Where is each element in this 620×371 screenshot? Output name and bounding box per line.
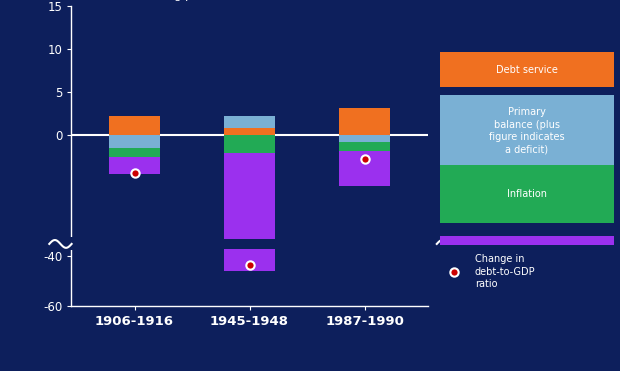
Bar	[224, 150, 275, 154]
Bar	[108, 157, 161, 174]
Bar	[108, 160, 161, 162]
Text: Inflation: Inflation	[507, 189, 547, 199]
Bar	[108, 151, 161, 156]
Bar	[224, 153, 275, 371]
Bar	[108, 135, 161, 148]
Text: Debt service: Debt service	[496, 65, 558, 75]
Bar	[224, 128, 275, 135]
Text: Primary
balance (plus
figure indicates
a deficit): Primary balance (plus figure indicates a…	[489, 107, 565, 154]
Bar	[339, 158, 391, 161]
Bar	[224, 135, 275, 153]
Bar	[339, 135, 391, 142]
Bar	[224, 156, 275, 161]
Text: Real economic
growth: Real economic growth	[491, 254, 563, 276]
Bar	[108, 116, 161, 135]
Bar	[224, 161, 275, 271]
Bar	[108, 156, 161, 160]
Bar	[339, 148, 391, 156]
Text: Change in
debt-to-GDP
ratio: Change in debt-to-GDP ratio	[475, 254, 536, 289]
Text: Figure 3. Decomposition of changes in debt-to-GDP ratio during
downward trending: Figure 3. Decomposition of changes in de…	[71, 0, 435, 1]
Bar	[339, 161, 391, 171]
Bar	[339, 142, 391, 151]
Bar	[339, 108, 391, 135]
Bar	[108, 162, 161, 167]
Bar	[339, 156, 391, 158]
Bar	[224, 115, 275, 128]
Bar	[339, 151, 391, 186]
Bar	[108, 148, 161, 157]
Bar	[224, 154, 275, 156]
